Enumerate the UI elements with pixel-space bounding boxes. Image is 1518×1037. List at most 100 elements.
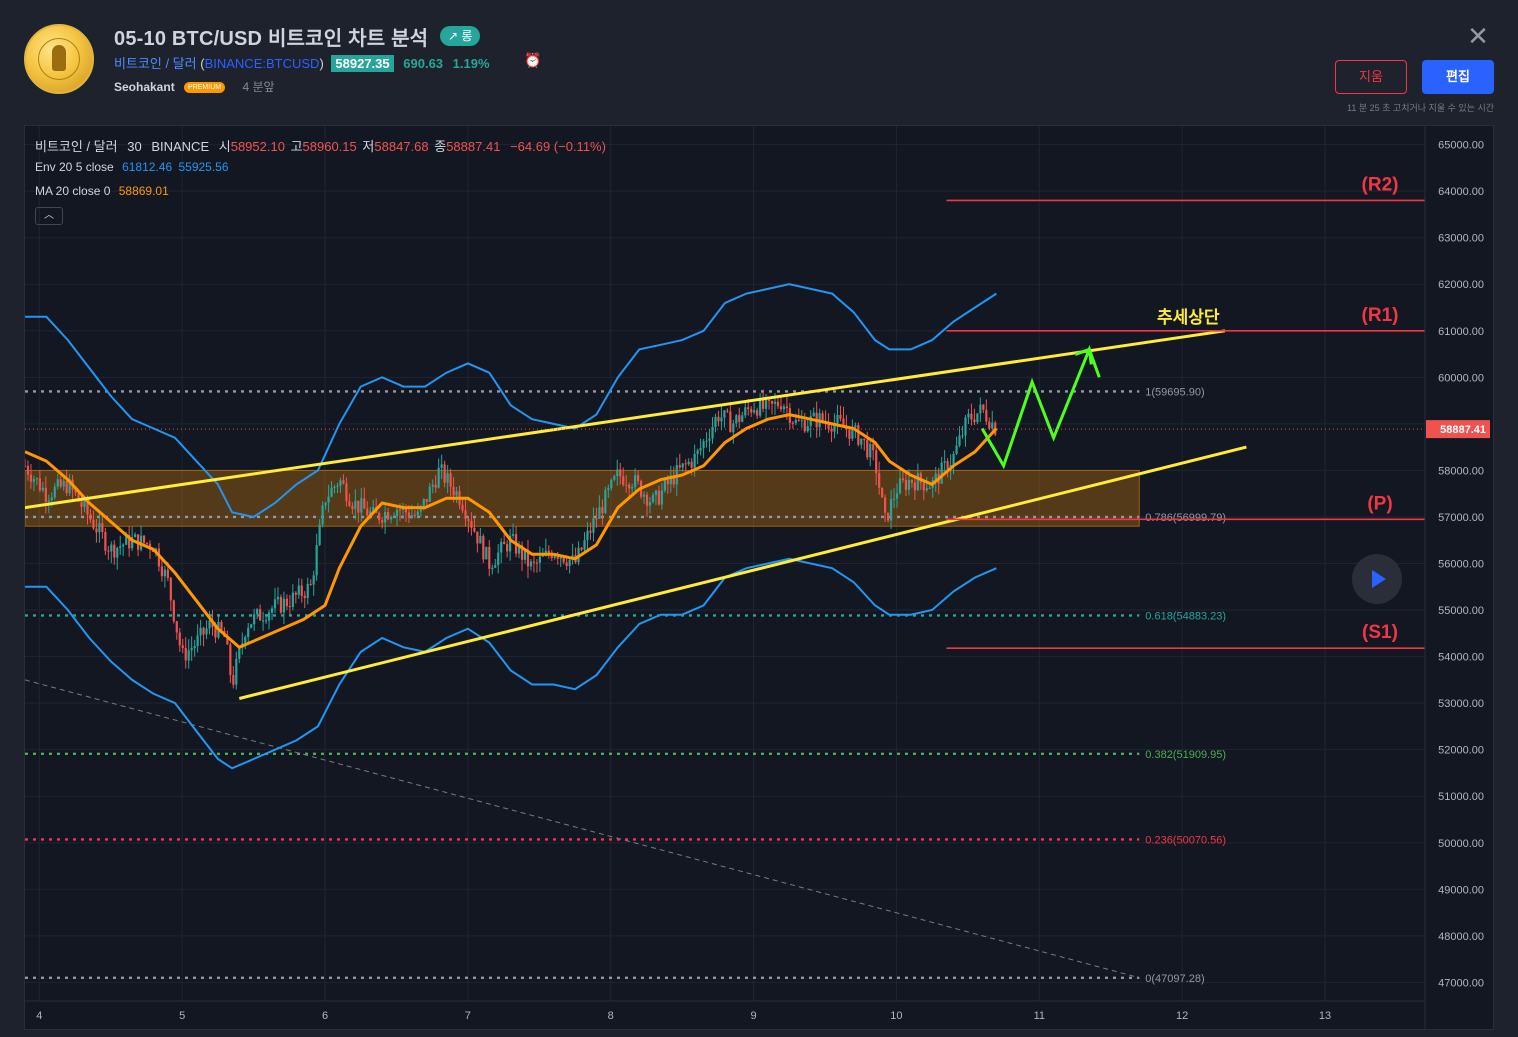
candle-body: [291, 592, 294, 608]
price-axis-tick: 52000.00: [1438, 745, 1484, 757]
price-axis-tick: 57000.00: [1438, 512, 1484, 524]
candle-body: [684, 463, 687, 465]
candle-body: [378, 512, 381, 521]
candle-body: [32, 479, 36, 482]
candle-body: [729, 411, 732, 433]
candle-body: [907, 479, 911, 490]
candle-body: [958, 435, 961, 446]
candle-body: [470, 520, 473, 528]
candle-body: [735, 415, 738, 424]
candle-body: [366, 508, 369, 516]
candle-body: [384, 511, 387, 523]
price-chart[interactable]: 1(59695.90) 0.786(56999.79) 0.618(54883.23…: [25, 126, 1494, 1030]
candle-body: [767, 399, 771, 402]
candle-body: [360, 498, 363, 513]
fib-level-label: 0(47097.28): [1145, 973, 1204, 985]
candle-body: [770, 401, 774, 404]
candle-body: [351, 505, 354, 510]
candle-body: [247, 627, 250, 638]
candle-body: [485, 546, 488, 560]
symbol-paren-close: ): [319, 56, 324, 71]
candle-body: [434, 484, 437, 488]
fib-level-label: 0.786(56999.79): [1145, 512, 1226, 524]
candle-body: [404, 507, 408, 513]
candle-body: [952, 453, 955, 465]
candle-body: [26, 465, 30, 475]
time-axis-tick: 10: [890, 1010, 902, 1022]
candle-body: [65, 480, 68, 494]
candle-body: [235, 658, 238, 685]
play-replay-button[interactable]: [1352, 554, 1402, 604]
candle-body: [764, 399, 768, 409]
candle-body: [131, 537, 134, 549]
candle-body: [875, 450, 878, 474]
candle-body: [190, 648, 193, 651]
candle-body: [372, 507, 375, 512]
candle-body: [56, 479, 59, 487]
delete-button[interactable]: 지움: [1335, 60, 1407, 94]
close-icon[interactable]: ✕: [1467, 21, 1489, 51]
ma-legend[interactable]: MA 20 close 0 58869.01: [35, 184, 169, 198]
candle-body: [473, 527, 476, 532]
candle-body: [613, 476, 616, 480]
candle-body: [339, 480, 342, 486]
legend-close: 58887.41: [446, 139, 501, 154]
candle-body: [928, 487, 931, 489]
edit-button[interactable]: 편집: [1422, 60, 1494, 94]
candle-body: [857, 425, 860, 445]
candle-body: [955, 445, 958, 454]
author-name[interactable]: Seohakant: [114, 80, 175, 94]
envelope-label: Env 20 5 close: [35, 160, 114, 174]
candle-body: [86, 500, 89, 515]
candle-body: [264, 620, 268, 622]
candle-body: [979, 404, 982, 414]
candle-body: [598, 507, 601, 519]
alarm-clock-icon[interactable]: ⏰: [524, 52, 542, 68]
candle-body: [193, 646, 196, 649]
envelope-legend[interactable]: Env 20 5 close 61812.46 55925.56: [35, 160, 229, 174]
price-change: 690.63: [403, 56, 444, 71]
candle-body: [184, 648, 187, 661]
candle-body: [259, 609, 262, 621]
candle-body: [330, 487, 333, 497]
candle-body: [497, 552, 500, 565]
chart-area[interactable]: 1(59695.90) 0.786(56999.79) 0.618(54883.23…: [24, 125, 1494, 1030]
fib-level-label: 0.618(54883.23): [1145, 610, 1226, 622]
candle-body: [961, 435, 964, 437]
candle-body: [592, 518, 595, 533]
candle-body: [607, 488, 610, 491]
collapse-legend-button[interactable]: ︿: [35, 207, 63, 225]
candle-body: [648, 501, 652, 506]
symbol-name-link[interactable]: 비트코인 / 달러: [114, 56, 197, 71]
candle-body: [940, 462, 943, 484]
candle-body: [333, 486, 336, 488]
candle-body: [520, 545, 524, 560]
author-avatar[interactable]: [24, 24, 94, 94]
candle-body: [68, 479, 71, 494]
symbol-ticker-link[interactable]: BINANCE:BTCUSD: [204, 56, 320, 71]
chart-legend: 비트코인 / 달러 30 BINANCE 시58952.10 고58960.15…: [35, 136, 606, 155]
candle-body: [386, 511, 390, 520]
candle-body: [392, 516, 396, 518]
candle-body: [443, 464, 446, 483]
candle-body: [395, 509, 399, 517]
candle-body: [848, 429, 851, 439]
candle-body: [125, 535, 128, 545]
candle-body: [881, 487, 884, 498]
candle-body: [175, 621, 178, 633]
trend-top-label: 추세상단: [1157, 308, 1220, 327]
candle-body: [220, 621, 223, 632]
candle-body: [657, 490, 661, 505]
candle-body: [696, 450, 699, 454]
candle-body: [446, 473, 449, 483]
candle-body: [610, 479, 613, 489]
candle-body: [407, 512, 411, 518]
candle-body: [541, 555, 544, 557]
candle-body: [723, 410, 726, 418]
candle-body: [565, 562, 568, 566]
candle-body: [797, 419, 800, 421]
candle-body: [62, 480, 65, 487]
candle-body: [976, 413, 979, 423]
candle-body: [854, 425, 857, 428]
candle-body: [714, 416, 717, 427]
